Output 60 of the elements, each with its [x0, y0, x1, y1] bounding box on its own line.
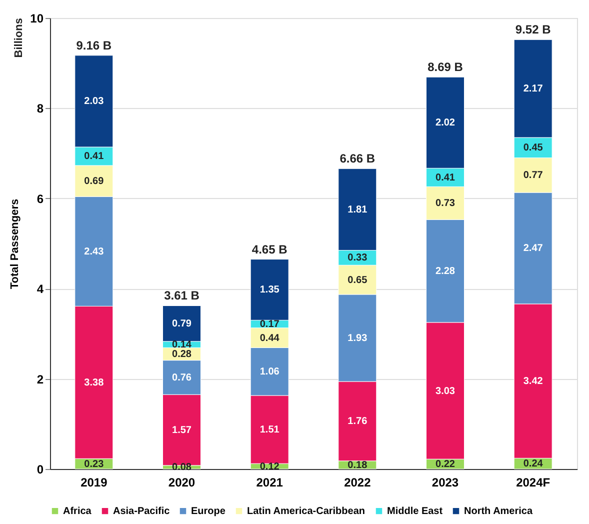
data-label: 1.76 [348, 416, 368, 428]
data-label: 1.57 [172, 424, 192, 436]
legend-label: Africa [63, 506, 92, 518]
total-label: 3.61 B [164, 288, 200, 303]
data-label: 0.65 [348, 274, 368, 286]
data-label: 2.03 [84, 96, 104, 108]
y-tick-label: 6 [36, 192, 44, 206]
data-label: 0.17 [260, 319, 280, 330]
data-label: 2.43 [84, 246, 104, 258]
legend-label: Europe [191, 506, 226, 518]
data-label: 3.03 [436, 386, 456, 397]
y-axis-title: Total Passengers [9, 198, 22, 290]
data-label: 1.81 [348, 204, 368, 216]
legend-label: Middle East [387, 506, 444, 518]
x-tick-label: 2023 [432, 476, 459, 490]
data-label: 0.23 [84, 458, 104, 470]
x-tick-label: 2021 [256, 476, 284, 490]
legend-label: Asia-Pacific [113, 506, 170, 518]
data-label: 0.41 [84, 151, 104, 162]
y-tick-label: 8 [36, 102, 44, 116]
data-label: 2.02 [436, 118, 456, 129]
data-label: 2.28 [436, 266, 456, 278]
data-label: 1.35 [260, 284, 280, 296]
data-label: 0.69 [84, 176, 104, 188]
y-tick-label: 10 [30, 12, 44, 26]
total-label: 9.52 B [515, 22, 552, 37]
data-label: 0.28 [172, 348, 192, 360]
x-tick-label: 2019 [80, 476, 108, 490]
data-label: 0.33 [348, 252, 368, 264]
legend-label: Latin America-Caribbean [247, 506, 365, 518]
x-tick-label: 2024F [516, 476, 550, 490]
data-label: 0.79 [172, 318, 192, 330]
data-label: 0.22 [436, 459, 456, 470]
data-label: 1.06 [260, 366, 280, 378]
data-label: 2.47 [523, 243, 544, 254]
y-tick-label: 2 [36, 372, 44, 386]
data-label: 0.77 [523, 170, 544, 182]
data-label: 3.42 [523, 376, 544, 388]
total-label: 8.69 B [428, 60, 464, 74]
total-label: 9.16 B [76, 38, 112, 52]
data-label: 0.73 [436, 198, 456, 210]
x-tick-label: 2020 [168, 476, 196, 490]
data-label: 0.41 [436, 172, 456, 184]
data-label: 2.17 [523, 84, 544, 95]
data-label: 0.12 [260, 461, 280, 472]
y-tick-label: 0 [36, 462, 44, 476]
y-tick-label: 4 [36, 282, 44, 296]
data-label: 0.45 [523, 142, 544, 154]
data-label: 0.76 [172, 372, 192, 384]
data-label: 0.24 [523, 458, 544, 470]
data-label: 1.93 [348, 332, 368, 344]
data-label: 3.38 [84, 377, 104, 388]
x-tick-label: 2022 [344, 476, 372, 490]
data-label: 0.18 [348, 460, 368, 471]
total-label: 6.66 B [340, 152, 376, 166]
total-label: 4.65 B [252, 242, 288, 256]
data-label: 1.51 [260, 424, 280, 436]
legend-label: North America [464, 506, 533, 518]
data-label: 0.44 [260, 332, 280, 344]
text: Billions [13, 18, 25, 58]
